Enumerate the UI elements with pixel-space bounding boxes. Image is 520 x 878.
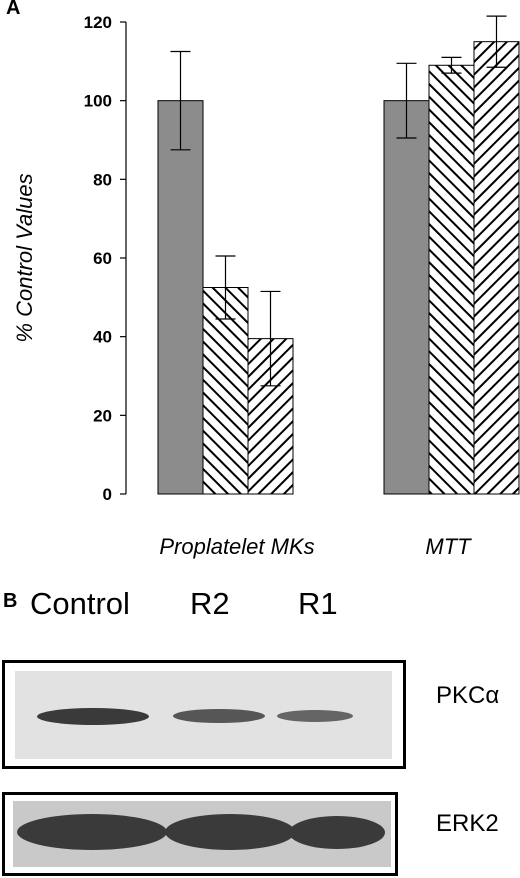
pkc-blot-membrane xyxy=(15,671,392,759)
erk-band-r2 xyxy=(165,814,295,850)
pkc-band-r1 xyxy=(277,710,353,722)
bar xyxy=(428,64,475,495)
lane-label-control: Control xyxy=(30,586,130,621)
y-tick-label: 120 xyxy=(84,13,112,32)
erk-blot-frame xyxy=(2,792,398,876)
erk-band-control xyxy=(17,814,167,850)
y-axis-title: % Control Values xyxy=(12,173,37,342)
bar xyxy=(157,100,204,495)
bar xyxy=(383,100,430,495)
lane-label-r1: R1 xyxy=(298,586,338,621)
lane-label-r2: R2 xyxy=(190,586,230,621)
y-tick-label: 40 xyxy=(93,328,112,347)
chart-labels: 0 20 40 60 80 100 120 % Control Values Proplatel… xyxy=(12,13,472,559)
chart-axes xyxy=(120,21,127,495)
bar-chart: 0 20 40 60 80 100 120 % Control Values Proplatel… xyxy=(12,13,520,559)
panel-a-label: A xyxy=(6,0,21,19)
bar xyxy=(473,41,520,495)
y-tick-label: 100 xyxy=(84,92,112,111)
pkc-blot-frame xyxy=(2,660,406,769)
chart-error-bars xyxy=(170,15,507,387)
category-label: MTT xyxy=(425,534,472,559)
y-tick-label: 0 xyxy=(103,485,112,504)
chart-bars xyxy=(157,41,520,495)
y-tick-label: 80 xyxy=(93,170,112,189)
panel-b-label: B xyxy=(3,590,18,612)
protein-label-erk: ERK2 xyxy=(436,810,499,837)
erk-band-r1 xyxy=(289,816,385,849)
pkc-band-r2 xyxy=(173,709,265,723)
protein-label-pkc: PKCα xyxy=(436,682,500,709)
erk-blot-membrane xyxy=(13,801,391,867)
pkc-band-control xyxy=(37,708,149,725)
y-tick-label: 60 xyxy=(93,249,112,268)
y-tick-label: 20 xyxy=(93,406,112,425)
category-label: Proplatelet MKs xyxy=(159,534,314,559)
